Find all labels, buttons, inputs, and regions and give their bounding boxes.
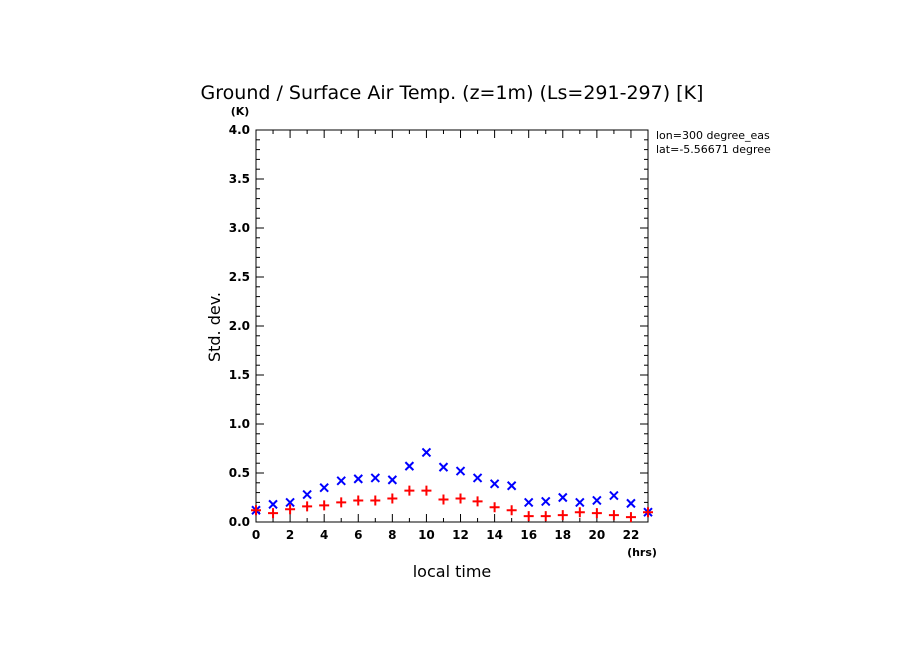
y-tick-label: 1.5 — [229, 368, 250, 382]
x-marker-point — [472, 473, 483, 483]
y-tick-label: 1.0 — [229, 417, 250, 431]
y-tick-label: 3.0 — [229, 221, 250, 235]
x-marker-point — [489, 479, 500, 489]
plus-marker-point — [455, 493, 466, 504]
y-tick-label: 2.5 — [229, 270, 250, 284]
x-marker-point — [302, 489, 312, 500]
plus-marker-point — [557, 510, 568, 521]
x-tick-label: 16 — [520, 528, 537, 542]
x-marker-point — [592, 495, 602, 506]
series-1 — [251, 485, 653, 523]
plus-marker-point — [472, 496, 483, 507]
x-marker-point — [353, 474, 363, 484]
annotation-lat: lat=-5.56671 degree — [656, 143, 771, 156]
x-marker-point — [626, 498, 636, 509]
plus-marker-point — [625, 512, 636, 523]
x-marker-point — [558, 492, 568, 503]
plus-marker-point — [251, 505, 261, 516]
x-marker-point — [609, 490, 619, 501]
plus-marker-point — [285, 504, 296, 515]
plus-marker-point — [302, 501, 313, 512]
plus-marker-point — [591, 508, 602, 519]
plus-marker-point — [438, 494, 449, 505]
data-points-group — [251, 447, 653, 523]
x-marker-point — [506, 481, 517, 491]
y-tick-label: 0.5 — [229, 466, 250, 480]
x-marker-point — [404, 461, 415, 471]
plus-marker-point — [319, 500, 330, 511]
chart-title: Ground / Surface Air Temp. (z=1m) (Ls=29… — [201, 82, 704, 104]
plus-marker-point — [353, 495, 364, 506]
y-axis-label: Std. dev. — [205, 292, 224, 362]
plus-marker-point — [643, 507, 653, 518]
axes-group: 0 2 4 6 8 10 12 14 16 18 20 22 0.0 0.5 1.0 1.5 2.0 2.5 3.0… — [229, 123, 649, 542]
x-marker-point — [575, 497, 585, 508]
x-marker-point — [421, 447, 432, 458]
plus-marker-point — [489, 502, 500, 513]
y-tick-label: 2.0 — [229, 319, 250, 333]
plus-marker-point — [404, 485, 415, 496]
plot-frame — [255, 129, 649, 523]
x-tick-label: 20 — [589, 528, 606, 542]
plus-marker-point — [268, 508, 279, 519]
y-tick-label: 4.0 — [229, 123, 250, 137]
y-tick-label: 0.0 — [229, 515, 250, 529]
x-tick-label: 4 — [320, 528, 328, 542]
plus-marker-point — [421, 485, 432, 496]
plus-marker-point — [608, 510, 619, 521]
x-marker-point — [285, 497, 295, 508]
plus-marker-point — [506, 505, 517, 516]
x-tick-label: 2 — [286, 528, 294, 542]
x-marker-point — [319, 482, 329, 493]
x-marker-point — [370, 473, 381, 483]
x-marker-point — [455, 466, 466, 476]
x-tick-label: 12 — [452, 528, 469, 542]
x-marker-point — [336, 476, 346, 486]
x-tick-label: 14 — [486, 528, 503, 542]
x-unit-label: (hrs) — [627, 546, 657, 559]
x-marker-point — [541, 496, 551, 507]
x-marker-point — [268, 499, 278, 510]
x-marker-point — [387, 475, 398, 485]
x-tick-label: 6 — [354, 528, 362, 542]
x-tick-label: 8 — [388, 528, 396, 542]
plus-marker-point — [523, 511, 534, 522]
plus-marker-point — [540, 511, 551, 522]
plus-marker-point — [336, 497, 347, 508]
plus-marker-point — [370, 495, 381, 506]
y-unit-label: (K) — [231, 105, 250, 118]
annotation-lon: lon=300 degree_eas — [656, 129, 770, 142]
x-marker-point — [523, 497, 534, 508]
plus-marker-point — [574, 507, 585, 518]
x-marker-point — [438, 462, 449, 472]
y-tick-label: 3.5 — [229, 172, 250, 186]
plus-marker-point — [387, 493, 398, 504]
x-tick-label: 22 — [623, 528, 640, 542]
x-axis-label: local time — [413, 562, 492, 581]
x-tick-label: 0 — [252, 528, 260, 542]
x-tick-label: 18 — [554, 528, 571, 542]
x-tick-label: 10 — [418, 528, 435, 542]
